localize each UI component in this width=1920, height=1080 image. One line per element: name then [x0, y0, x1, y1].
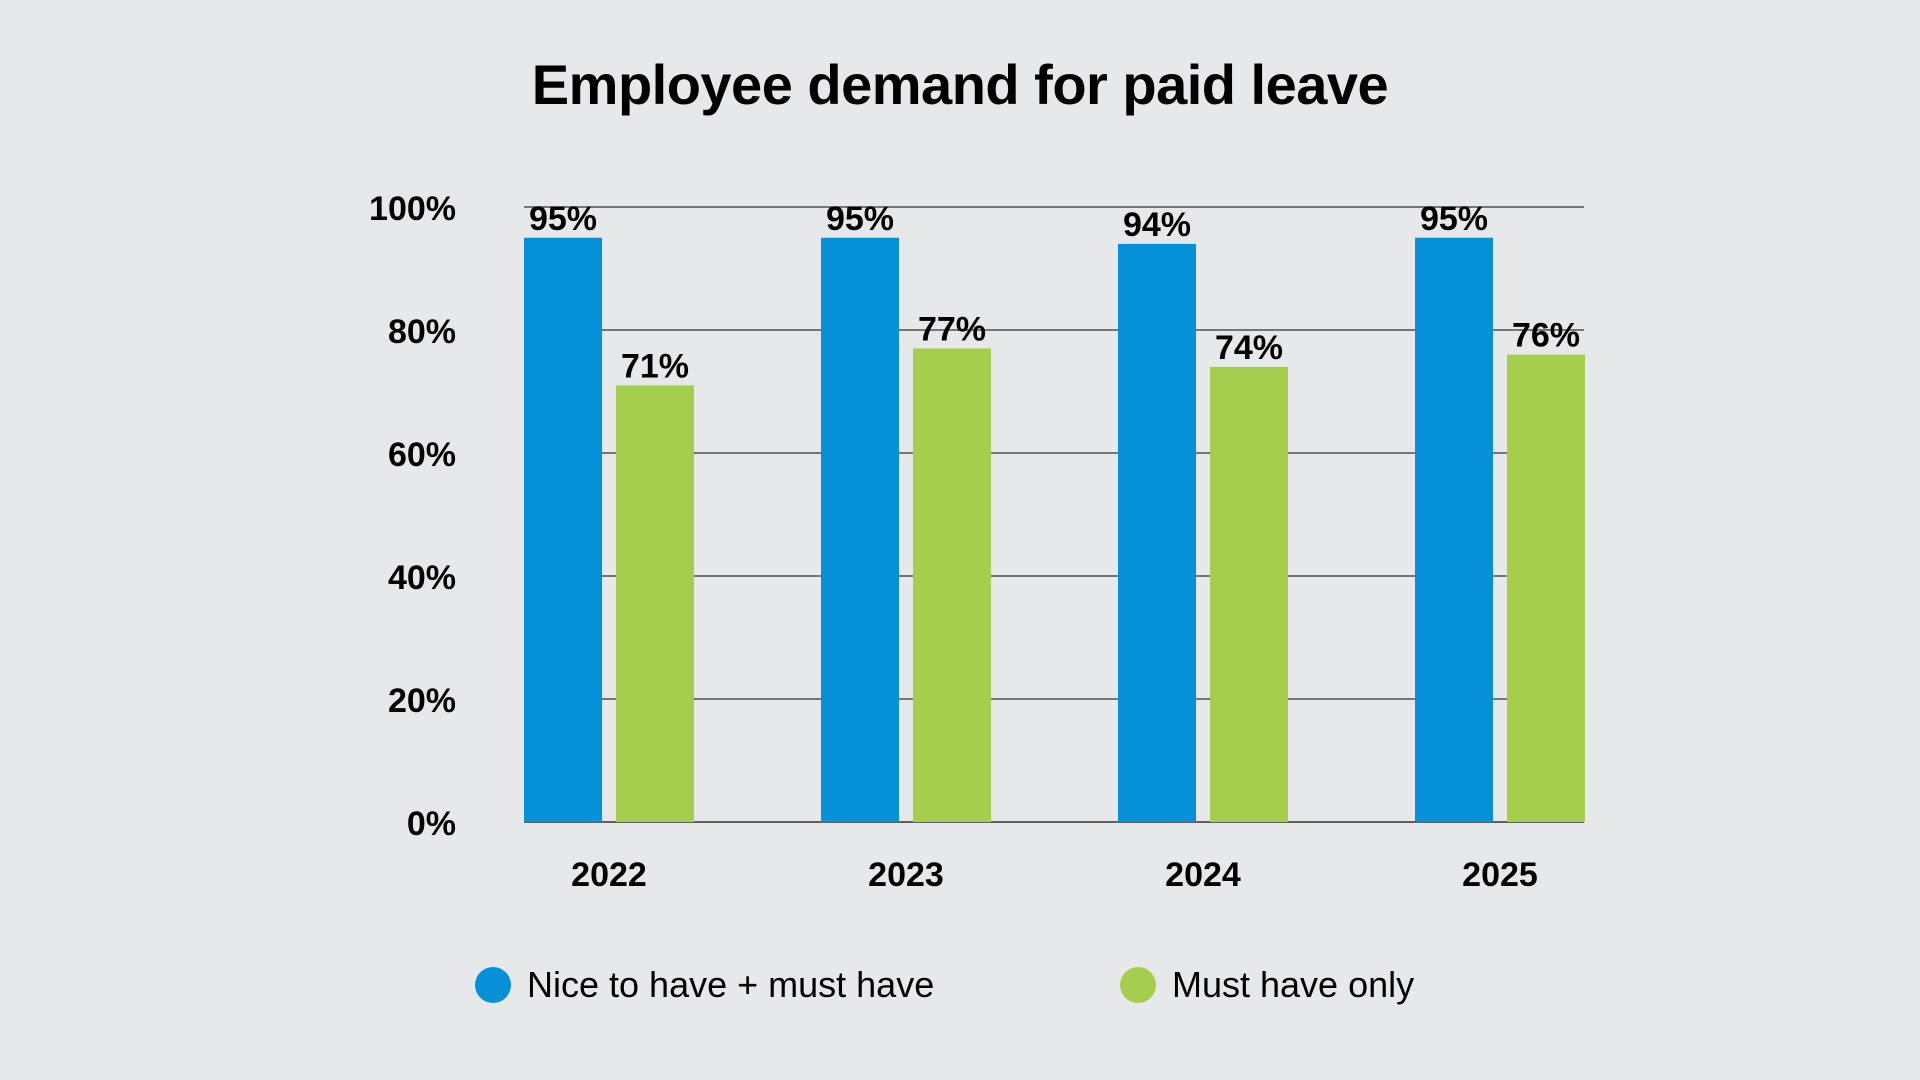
axes: 0% 20% 40% 60% 80% 100% 2022 2023 2024 2025 — [369, 190, 1538, 894]
x-tick-label: 2022 — [571, 856, 647, 894]
legend-item-series-2: Must have only — [1120, 960, 1414, 1010]
bar-data-label: 71% — [621, 347, 689, 385]
data-labels: 95% 71% 95% 77% 94% 74% 95% 76% — [529, 200, 1580, 386]
bar-green — [913, 348, 991, 822]
bar-blue — [524, 237, 602, 822]
bar-green — [1507, 354, 1585, 822]
gridlines — [524, 206, 1584, 823]
bar-data-label: 95% — [826, 200, 894, 238]
y-tick-label: 40% — [388, 559, 456, 597]
y-tick-label: 60% — [388, 436, 456, 474]
x-tick-label: 2025 — [1462, 856, 1538, 894]
bar-data-label: 95% — [529, 200, 597, 238]
bars — [524, 237, 1585, 822]
x-tick-label: 2023 — [868, 856, 944, 894]
legend-label: Must have only — [1172, 964, 1415, 1005]
y-tick-label: 0% — [407, 805, 456, 843]
bar-data-label: 94% — [1123, 206, 1191, 244]
bar-data-label: 76% — [1512, 317, 1580, 355]
legend-item-series-1: Nice to have + must have — [475, 960, 934, 1010]
legend-swatch-blue — [475, 967, 511, 1003]
y-tick-label: 20% — [388, 682, 456, 720]
bar-data-label: 77% — [918, 310, 986, 348]
bar-blue — [1118, 243, 1196, 822]
legend-swatch-green — [1120, 967, 1156, 1003]
x-tick-label: 2024 — [1165, 856, 1241, 894]
y-tick-label: 80% — [388, 313, 456, 351]
y-tick-label: 100% — [369, 190, 456, 228]
bar-green — [616, 385, 694, 822]
bar-data-label: 74% — [1215, 329, 1283, 367]
chart-title: Employee demand for paid leave — [531, 53, 1389, 116]
bar-blue — [821, 237, 899, 822]
bar-data-label: 95% — [1420, 200, 1488, 238]
bar-blue — [1415, 237, 1493, 822]
legend-label: Nice to have + must have — [527, 964, 935, 1005]
bar-green — [1210, 366, 1288, 822]
